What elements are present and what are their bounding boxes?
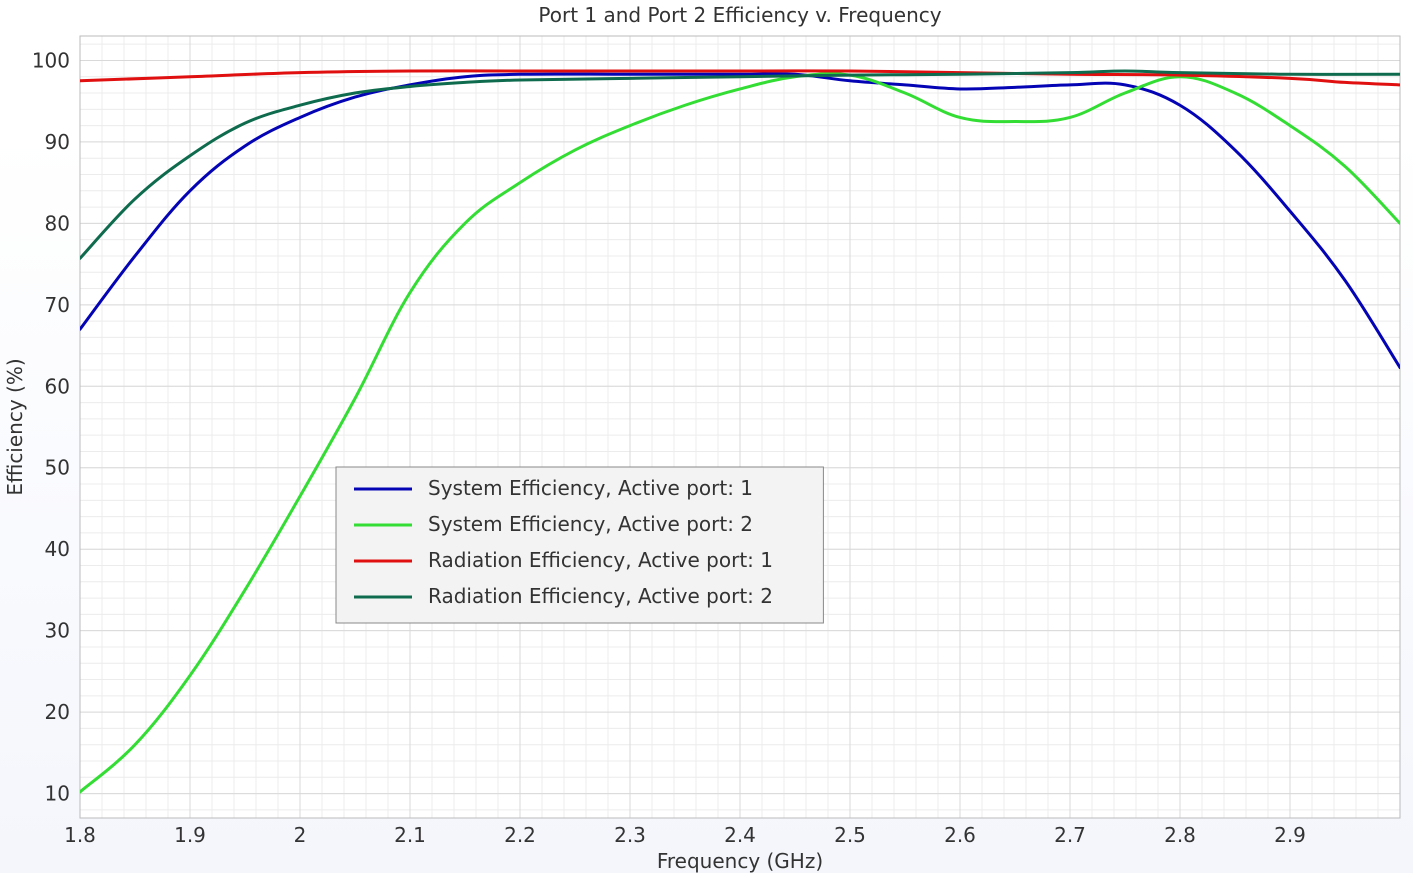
y-tick-label: 70 <box>45 293 70 317</box>
y-tick-label: 80 <box>45 211 70 235</box>
y-tick-label: 90 <box>45 130 70 154</box>
y-tick-label: 40 <box>45 537 70 561</box>
y-tick-label: 20 <box>45 700 70 724</box>
y-tick-label: 10 <box>45 782 70 806</box>
x-tick-label: 2.7 <box>1054 823 1086 847</box>
legend-label: Radiation Efficiency, Active port: 1 <box>428 548 773 572</box>
x-axis-label: Frequency (GHz) <box>657 849 823 873</box>
x-tick-label: 2.3 <box>614 823 646 847</box>
legend-label: System Efficiency, Active port: 2 <box>428 512 753 536</box>
y-tick-label: 100 <box>32 48 70 72</box>
legend: System Efficiency, Active port: 1 System … <box>336 467 823 623</box>
x-tick-label: 2.9 <box>1274 823 1306 847</box>
x-tick-label: 2.5 <box>834 823 866 847</box>
y-tick-label: 50 <box>45 456 70 480</box>
y-tick-label: 30 <box>45 619 70 643</box>
x-tick-label: 1.9 <box>174 823 206 847</box>
legend-label: Radiation Efficiency, Active port: 2 <box>428 584 773 608</box>
x-tick-label: 1.8 <box>64 823 96 847</box>
legend-label: System Efficiency, Active port: 1 <box>428 476 753 500</box>
y-axis-label: Efficiency (%) <box>3 358 27 495</box>
chart-svg: 1.8 1.9 2 2.1 2.2 2.3 2.4 2.5 2.6 2.7 2.8 2.9 10 20 30… <box>0 0 1413 873</box>
x-tick-label: 2.6 <box>944 823 976 847</box>
x-tick-label: 2.4 <box>724 823 756 847</box>
efficiency-chart: { "chart": { "type": "line", "title": "P… <box>0 0 1413 873</box>
chart-title: Port 1 and Port 2 Efficiency v. Frequenc… <box>538 3 941 27</box>
x-tick-label: 2.1 <box>394 823 426 847</box>
x-tick-label: 2.2 <box>504 823 536 847</box>
y-tick-label: 60 <box>45 374 70 398</box>
x-tick-label: 2.8 <box>1164 823 1196 847</box>
x-tick-label: 2 <box>294 823 307 847</box>
